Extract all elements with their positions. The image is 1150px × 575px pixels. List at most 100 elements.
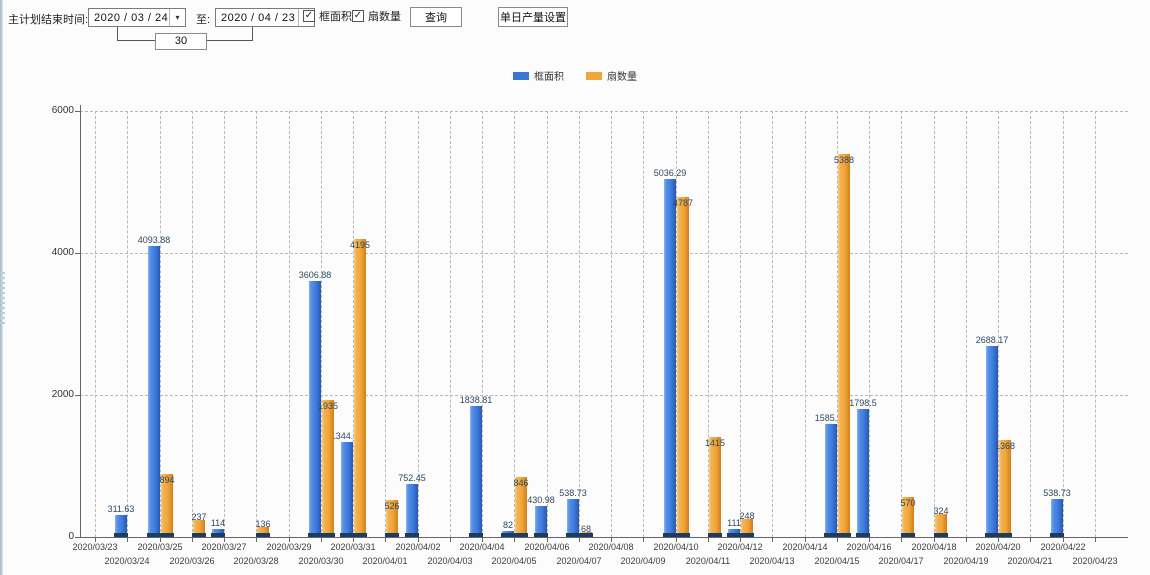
bar-frame-area[interactable]: [535, 506, 547, 537]
bar-frame-area[interactable]: [406, 484, 418, 537]
x-tick: [966, 538, 967, 542]
x-tick: [740, 538, 741, 542]
x-gridline: [708, 111, 709, 537]
bar-frame-area[interactable]: [309, 281, 321, 537]
bar-sash-count[interactable]: [677, 197, 689, 537]
date-from-dropdown-button[interactable]: ▾: [169, 9, 185, 26]
bar-frame-area[interactable]: [470, 406, 482, 537]
x-gridline: [224, 111, 225, 537]
sash-count-checkbox-group[interactable]: ✓ 扇数量: [352, 9, 401, 23]
bar-base: [1050, 533, 1064, 537]
date-from-picker[interactable]: 2020 / 03 / 24 ▾: [88, 8, 186, 27]
x-gridline: [385, 111, 386, 537]
bar-base: [321, 533, 335, 537]
bar-value-label: 2688.17: [975, 335, 1009, 345]
date-to-picker[interactable]: 2020 / 04 / 23 ▾: [215, 8, 315, 27]
legend-item-frame-area[interactable]: 框面积: [513, 68, 564, 83]
bar-value-label: 248: [739, 511, 755, 521]
bar-frame-area[interactable]: [986, 346, 998, 537]
legend-item-sash-count[interactable]: 扇数量: [586, 68, 637, 83]
bar-sash-count[interactable]: [838, 154, 850, 537]
x-tick: [224, 538, 225, 542]
bar-sash-count[interactable]: [354, 239, 366, 537]
splitter-handle[interactable]: [0, 272, 5, 324]
x-gridline: [934, 111, 935, 537]
offset-days-box[interactable]: 30: [155, 33, 207, 50]
bar-frame-area[interactable]: [341, 442, 353, 537]
bar-base: [160, 533, 174, 537]
bar-base: [708, 533, 722, 537]
y-tick: [75, 395, 80, 396]
bar-value-label: 4195: [349, 240, 371, 250]
x-tick: [643, 538, 644, 542]
legend-swatch-frame-area: [513, 71, 529, 80]
bar-sash-count[interactable]: [322, 400, 334, 537]
x-axis-label: 2020/04/22: [1040, 542, 1086, 552]
bar-frame-area[interactable]: [115, 515, 127, 537]
bar-value-label: 1368: [994, 441, 1016, 451]
x-gridline: [418, 111, 419, 537]
bar-base: [353, 533, 367, 537]
bar-value-label: 1585.96: [814, 413, 848, 423]
x-gridline: [192, 111, 193, 537]
bar-frame-area[interactable]: [825, 424, 837, 537]
x-gridline: [772, 111, 773, 537]
frame-area-checkbox[interactable]: ✓: [303, 10, 315, 22]
bar-value-label: 4787: [672, 198, 694, 208]
bar-base: [663, 533, 677, 537]
frame-area-checkbox-group[interactable]: ✓ 框面积: [303, 9, 352, 23]
bar-sash-count[interactable]: [257, 527, 269, 537]
bar-sash-count[interactable]: [741, 519, 753, 537]
x-gridline: [676, 111, 677, 537]
bar-value-label: 430.98: [527, 495, 555, 505]
x-axis-label: 2020/03/23: [72, 542, 118, 552]
bar-sash-count[interactable]: [902, 497, 914, 537]
x-axis-label: 2020/04/19: [943, 556, 989, 566]
x-axis-label: 2020/04/02: [395, 542, 441, 552]
x-axis-label: 2020/04/20: [975, 542, 1021, 552]
y-gridline: [80, 253, 1128, 254]
x-axis-label: 2020/04/17: [878, 556, 924, 566]
x-gridline: [353, 111, 354, 537]
legend-swatch-sash-count: [586, 71, 602, 80]
bar-sash-count[interactable]: [935, 514, 947, 537]
bar-value-label: 1935: [317, 401, 339, 411]
x-tick: [547, 538, 548, 542]
bar-sash-count[interactable]: [515, 477, 527, 537]
bar-value-label: 894: [159, 475, 175, 485]
bar-base: [837, 533, 851, 537]
legend-label-frame-area: 框面积: [534, 72, 564, 83]
x-axis-label: 2020/03/25: [137, 542, 183, 552]
sash-count-checkbox[interactable]: ✓: [352, 10, 364, 22]
daily-output-settings-button[interactable]: 单日产量设置: [498, 7, 568, 27]
x-axis-label: 2020/04/11: [685, 556, 731, 566]
bar-value-label: 5036.29: [653, 168, 687, 178]
bar-frame-area[interactable]: [148, 246, 160, 537]
bar-sash-count[interactable]: [161, 474, 173, 537]
bar-sash-count[interactable]: [709, 437, 721, 537]
legend-label-sash-count: 扇数量: [607, 72, 637, 83]
bar-base: [740, 533, 754, 537]
bar-frame-area[interactable]: [1051, 499, 1063, 537]
bar-value-label: 846: [513, 478, 529, 488]
x-gridline: [547, 111, 548, 537]
bar-frame-area[interactable]: [857, 409, 869, 537]
bar-frame-area[interactable]: [567, 499, 579, 537]
query-button[interactable]: 查询: [410, 7, 462, 27]
bar-sash-count[interactable]: [193, 520, 205, 537]
x-tick: [869, 538, 870, 542]
x-gridline: [256, 111, 257, 537]
bar-sash-count[interactable]: [999, 440, 1011, 537]
bar-base: [405, 533, 419, 537]
x-axis-label: 2020/04/21: [1007, 556, 1053, 566]
bar-base: [856, 533, 870, 537]
x-gridline: [998, 111, 999, 537]
bar-value-label: 82: [502, 520, 513, 530]
bar-base: [727, 533, 741, 537]
offset-connector-line: [205, 40, 252, 41]
x-gridline: [837, 111, 838, 537]
bar-frame-area[interactable]: [664, 179, 676, 537]
bar-sash-count[interactable]: [386, 500, 398, 537]
x-axis-label: 2020/04/12: [717, 542, 763, 552]
x-tick: [708, 538, 709, 542]
